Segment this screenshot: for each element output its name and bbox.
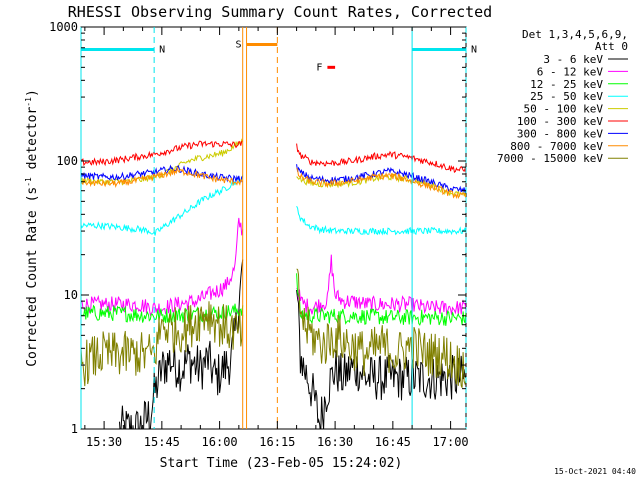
y-tick-label: 100 xyxy=(56,154,78,168)
y-axis: 1 10 100 1000 xyxy=(49,20,466,436)
series-line-8 xyxy=(81,166,466,200)
plot-area: N N S F xyxy=(80,26,477,430)
series-line-4 xyxy=(81,174,466,236)
marker-label: N xyxy=(471,44,477,55)
x-axis: 15:30 15:45 16:00 16:15 16:30 16:45 17:00 xyxy=(84,27,469,449)
marker-label: F xyxy=(316,62,322,73)
legend-header: Det 1,3,4,5,6,9, xyxy=(522,28,628,41)
y-tick-label: 1 xyxy=(71,422,78,436)
x-tick-label: 15:45 xyxy=(144,435,180,449)
series-line-6 xyxy=(81,140,466,174)
x-tick-label: 16:45 xyxy=(375,435,411,449)
x-tick-label: 16:15 xyxy=(259,435,295,449)
legend-entry: 50 - 100 keV xyxy=(524,103,604,116)
series-line-5 xyxy=(81,138,466,198)
marker-label: S xyxy=(236,40,242,51)
x-tick-label: 16:30 xyxy=(317,435,353,449)
legend-entry: 7000 - 15000 keV xyxy=(497,152,603,165)
x-tick-label: 15:30 xyxy=(86,435,122,449)
legend-entry: 12 - 25 keV xyxy=(530,78,603,91)
series-line-9 xyxy=(81,268,466,388)
legend-entry: 100 - 300 keV xyxy=(517,115,603,128)
y-tick-label: 10 xyxy=(64,288,78,302)
x-tick-label: 16:00 xyxy=(202,435,238,449)
chart-title: RHESSI Observing Summary Count Rates, Co… xyxy=(68,3,492,21)
legend-entry: 300 - 800 keV xyxy=(517,127,603,140)
legend-header: Att 0 xyxy=(595,40,628,53)
x-tick-label: 17:00 xyxy=(433,435,469,449)
legend-entry: 25 - 50 keV xyxy=(530,90,603,103)
y-axis-label: Corrected Count Rate (s-1 detector-1) xyxy=(24,89,40,367)
marker-label: N xyxy=(159,44,165,55)
timestamp: 15-Oct-2021 04:40 xyxy=(554,467,636,476)
series-line-3 xyxy=(81,273,466,326)
series-line-1 xyxy=(119,259,466,429)
series-group xyxy=(81,138,466,429)
legend-entry: 800 - 7000 keV xyxy=(510,140,603,153)
x-axis-label: Start Time (23-Feb-05 15:24:02) xyxy=(160,456,403,471)
legend-entry: 6 - 12 keV xyxy=(537,65,604,78)
y-tick-label: 1000 xyxy=(49,20,78,34)
legend-entry: 3 - 6 keV xyxy=(543,53,603,66)
